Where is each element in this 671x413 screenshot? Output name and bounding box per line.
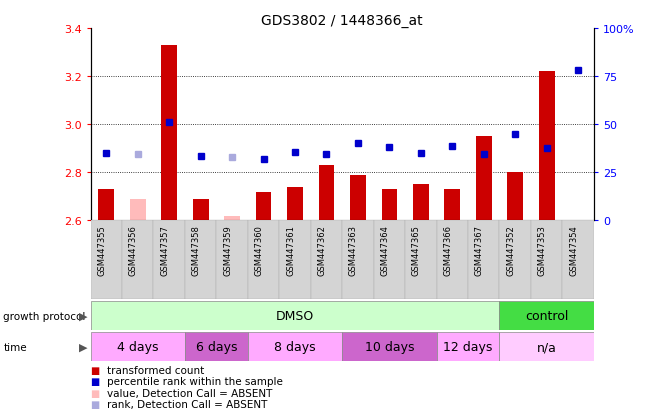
Text: GSM447361: GSM447361 <box>286 225 295 275</box>
Bar <box>562 221 594 299</box>
Bar <box>99 190 114 221</box>
Text: GSM447360: GSM447360 <box>254 225 264 275</box>
Bar <box>91 301 499 330</box>
Bar <box>437 221 468 299</box>
Text: DMSO: DMSO <box>276 309 314 323</box>
Text: GSM447363: GSM447363 <box>349 225 358 276</box>
Bar <box>248 332 342 361</box>
Text: 4 days: 4 days <box>117 340 158 354</box>
Text: GSM447353: GSM447353 <box>537 225 547 275</box>
Bar <box>193 199 209 221</box>
Bar <box>342 221 374 299</box>
Text: control: control <box>525 309 568 323</box>
Bar <box>122 221 154 299</box>
Bar <box>531 221 562 299</box>
Text: ■: ■ <box>91 376 100 386</box>
Bar <box>185 332 248 361</box>
Bar <box>154 221 185 299</box>
Bar <box>350 176 366 221</box>
Text: 10 days: 10 days <box>364 340 414 354</box>
Text: time: time <box>3 342 27 352</box>
Bar <box>499 301 594 330</box>
Bar <box>248 221 279 299</box>
Bar <box>499 332 594 361</box>
Bar <box>287 188 303 221</box>
Bar <box>319 166 334 221</box>
Text: GSM447356: GSM447356 <box>129 225 138 275</box>
Text: GSM447355: GSM447355 <box>97 225 106 275</box>
Text: value, Detection Call = ABSENT: value, Detection Call = ABSENT <box>107 388 272 398</box>
Bar <box>413 185 429 221</box>
Text: ▶: ▶ <box>79 342 87 352</box>
Bar <box>382 190 397 221</box>
Text: percentile rank within the sample: percentile rank within the sample <box>107 376 283 386</box>
Bar <box>279 221 311 299</box>
Text: 8 days: 8 days <box>274 340 316 354</box>
Text: GSM447352: GSM447352 <box>506 225 515 275</box>
Text: growth protocol: growth protocol <box>3 311 86 321</box>
Text: ■: ■ <box>91 399 100 409</box>
Bar <box>476 137 492 221</box>
Bar <box>405 221 437 299</box>
Text: GDS3802 / 1448366_at: GDS3802 / 1448366_at <box>262 14 423 28</box>
Bar <box>499 221 531 299</box>
Bar <box>216 221 248 299</box>
Text: GSM447362: GSM447362 <box>317 225 327 275</box>
Bar <box>91 332 185 361</box>
Text: ■: ■ <box>91 365 100 375</box>
Bar <box>311 221 342 299</box>
Text: GSM447354: GSM447354 <box>569 225 578 275</box>
Text: 6 days: 6 days <box>196 340 237 354</box>
Text: transformed count: transformed count <box>107 365 205 375</box>
Bar <box>374 221 405 299</box>
Text: GSM447366: GSM447366 <box>444 225 452 276</box>
Text: n/a: n/a <box>537 340 556 354</box>
Text: GSM447365: GSM447365 <box>412 225 421 275</box>
Text: GSM447358: GSM447358 <box>192 225 201 275</box>
Bar <box>185 221 216 299</box>
Bar <box>256 192 272 221</box>
Bar <box>130 199 146 221</box>
Bar <box>437 332 499 361</box>
Text: 12 days: 12 days <box>444 340 493 354</box>
Text: GSM447367: GSM447367 <box>475 225 484 276</box>
Bar <box>507 173 523 221</box>
Bar <box>342 332 437 361</box>
Text: rank, Detection Call = ABSENT: rank, Detection Call = ABSENT <box>107 399 268 409</box>
Bar <box>468 221 499 299</box>
Bar <box>91 221 122 299</box>
Bar <box>161 46 177 221</box>
Bar <box>539 72 554 221</box>
Text: GSM447364: GSM447364 <box>380 225 389 275</box>
Bar <box>444 190 460 221</box>
Bar <box>224 216 240 221</box>
Text: ■: ■ <box>91 388 100 398</box>
Text: GSM447359: GSM447359 <box>223 225 232 275</box>
Text: ▶: ▶ <box>79 311 87 321</box>
Text: GSM447357: GSM447357 <box>160 225 169 275</box>
